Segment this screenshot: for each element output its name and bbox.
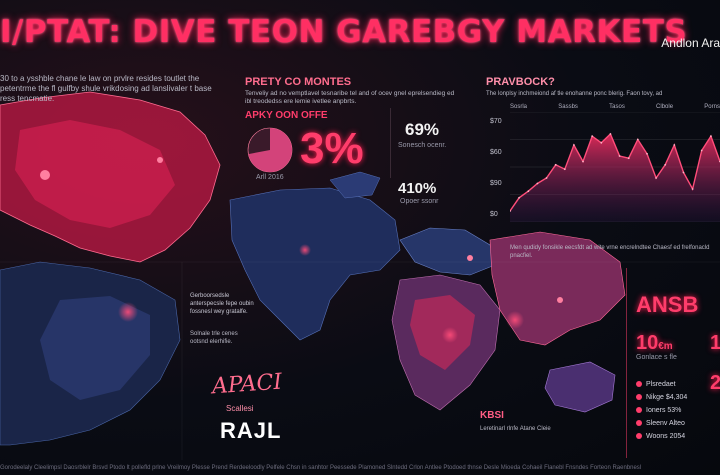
- vertical-divider: [390, 108, 391, 178]
- chart-column-label: Tasos: [609, 104, 625, 110]
- chart-columns: Sosrla Sassbs Tasos Clbole Porns: [510, 104, 720, 110]
- right-divider: [626, 268, 627, 458]
- data-point: [673, 144, 676, 146]
- chart-column-label: Clbole: [656, 104, 674, 110]
- chart-y-tick: $70: [490, 118, 502, 125]
- data-point: [536, 182, 539, 185]
- footer-text: Gorodeelaly Cleelimpsl Daosrblelr Brsvd …: [0, 465, 642, 471]
- map-note-1: Gerboorsedsle anterspecsle fepe oubin fo…: [190, 293, 254, 315]
- area-fill: [510, 134, 720, 222]
- data-point: [618, 155, 621, 157]
- pie-slice: [248, 127, 293, 172]
- legend-item: Ioners 53%: [636, 404, 687, 417]
- chart-caption: Men qudidy fonsikle eecsfdt ad wite vrne…: [510, 245, 710, 259]
- hotspot-glow: [442, 327, 458, 343]
- chart-y-tick: $0: [490, 211, 498, 218]
- continent-greenland: [329, 171, 381, 199]
- data-point: [664, 163, 667, 166]
- legend-dot-icon: [636, 407, 642, 414]
- continent-lower-left-2: [40, 296, 150, 400]
- hotspot-glow: [299, 244, 311, 256]
- right-stat-1-unit: €m: [658, 341, 673, 352]
- legend-dot-icon: [636, 381, 642, 388]
- chart-column-label: Porns: [704, 104, 720, 110]
- brand-label: Andlon Ara: [661, 36, 720, 50]
- data-point: [527, 190, 530, 193]
- continent-europe: [399, 227, 496, 276]
- middle-body: Tenveliy ad no vemptlavel tesnaribe tel …: [245, 90, 455, 105]
- data-point: [700, 149, 703, 152]
- continent-inner: [15, 120, 175, 228]
- right-heading: ANSB: [636, 292, 699, 317]
- handwritten-logo: APACI: [211, 369, 283, 400]
- legend-dot-icon: [636, 420, 642, 427]
- hotspot-glow: [506, 311, 524, 329]
- continent-americas: [229, 187, 401, 341]
- data-point: [573, 144, 575, 146]
- data-point: [600, 141, 603, 144]
- data-point: [510, 210, 511, 212]
- stat2-value: 410%: [398, 180, 437, 197]
- stat1-caption: Sonesch ocenr.: [398, 142, 447, 149]
- right-stat-3: 2: [710, 372, 720, 394]
- map-marker: [467, 255, 473, 261]
- data-point: [646, 152, 648, 155]
- data-point: [582, 160, 584, 163]
- legend-item: Woons 2054: [636, 430, 687, 443]
- middle-subheading: APKY OON OFFE: [245, 110, 328, 121]
- right-stat-1-caption: Gonlace s fle: [636, 354, 677, 361]
- series-line: [510, 132, 720, 212]
- bottom-heading: KBSI: [480, 410, 504, 421]
- right-stat-1-value: 10: [636, 332, 659, 354]
- data-point: [682, 171, 685, 174]
- data-point: [554, 163, 557, 166]
- chart-subheading: The lonplsy inchmeiond af tle enohanne p…: [486, 91, 663, 97]
- chart-heading: PRAVBOCK?: [486, 76, 555, 88]
- data-point: [518, 196, 520, 199]
- bottom-body: Leretinarl rlnfe Atane Cleie: [480, 426, 551, 432]
- continent-australia: [544, 361, 616, 413]
- data-point: [627, 157, 630, 160]
- intro-text: 30 to a ysshble chane le law on prvlre r…: [0, 74, 212, 103]
- pie-label: Arll 2016: [256, 174, 284, 181]
- legend-item: Plsredaet: [636, 378, 687, 391]
- chart-column-label: Sosrla: [510, 104, 528, 110]
- data-point: [655, 177, 657, 179]
- data-point: [545, 177, 548, 179]
- data-point: [636, 138, 639, 141]
- data-point: [710, 135, 712, 138]
- map-marker: [40, 170, 50, 180]
- map-marker: [157, 157, 163, 163]
- chart-y-tick: $60: [490, 149, 502, 156]
- legend-dot-icon: [636, 433, 642, 440]
- stat2-caption: Opoer ssonr: [400, 198, 439, 205]
- stat1-value: 69%: [405, 120, 440, 139]
- pie-chart: [247, 127, 293, 173]
- rajl-logo: RAJL: [220, 418, 282, 443]
- hotspot-glow: [118, 302, 138, 322]
- data-point: [563, 168, 566, 171]
- chart-column-label: Sassbs: [558, 104, 578, 110]
- sub-brand: Scallesi: [226, 404, 254, 413]
- legend-dot-icon: [636, 394, 642, 401]
- map-note-2: Solnale trle cenes ootsnd elerhifie.: [190, 331, 238, 345]
- big-percent: 3%: [300, 124, 364, 173]
- map-marker: [557, 297, 563, 303]
- right-stat-1: 10€m: [636, 332, 673, 355]
- area-chart: [510, 112, 720, 222]
- middle-heading: PRETY CO MONTES: [245, 76, 352, 88]
- legend: Plsredaet Nikge $4,304 Ioners 53% Sleenv…: [636, 378, 687, 443]
- data-point: [591, 135, 594, 138]
- data-point: [691, 188, 694, 190]
- chart-y-axis: $70 $60 $90 $0: [490, 118, 502, 218]
- legend-item: Sleenv Alteo: [636, 417, 687, 430]
- legend-item: Nikge $4,304: [636, 391, 687, 404]
- page-title: I/PTAT: DIVE TEON GAREBGY MARKETS: [0, 14, 688, 50]
- chart-y-tick: $90: [490, 180, 502, 187]
- continent-asia-right: [489, 231, 626, 346]
- right-stat-2: 1: [710, 332, 720, 354]
- data-point: [609, 133, 612, 135]
